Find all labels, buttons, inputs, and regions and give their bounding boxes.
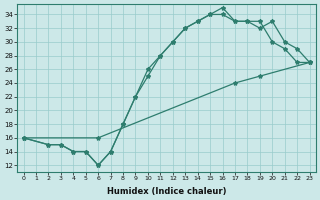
X-axis label: Humidex (Indice chaleur): Humidex (Indice chaleur) — [107, 187, 226, 196]
